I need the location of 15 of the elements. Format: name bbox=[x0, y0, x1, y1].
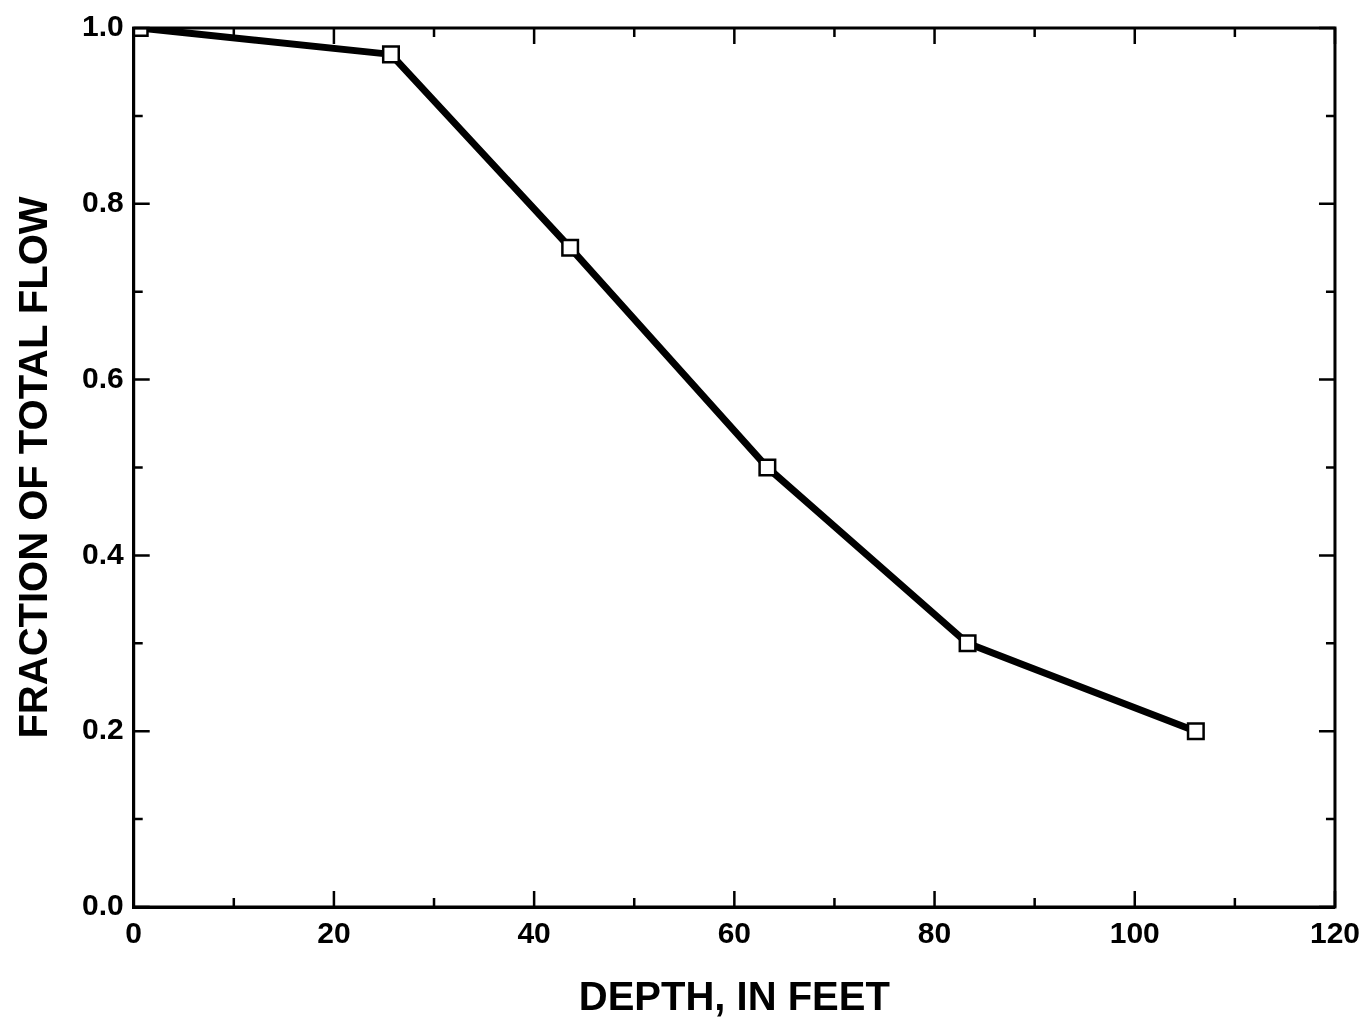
x-tick-label: 40 bbox=[517, 916, 551, 950]
x-tick-label: 60 bbox=[717, 916, 752, 950]
y-tick-label: 0.2 bbox=[81, 712, 124, 746]
y-tick-label: 0.4 bbox=[81, 536, 124, 570]
y-tick-label: 0.0 bbox=[81, 888, 124, 922]
x-tick-label: 120 bbox=[1309, 916, 1360, 950]
x-tick-label: 0 bbox=[125, 916, 143, 950]
y-tick-label: 1.0 bbox=[81, 9, 124, 43]
x-axis-title: DEPTH, IN FEET bbox=[578, 974, 890, 1019]
x-tick-label: 20 bbox=[317, 916, 351, 950]
y-axis-title: FRACTION OF TOTAL FLOW bbox=[11, 196, 56, 739]
y-tick-label: 0.8 bbox=[81, 185, 124, 219]
x-tick-label: 100 bbox=[1109, 916, 1160, 950]
y-tick-label: 0.6 bbox=[81, 360, 124, 394]
x-tick-label: 80 bbox=[917, 916, 952, 950]
